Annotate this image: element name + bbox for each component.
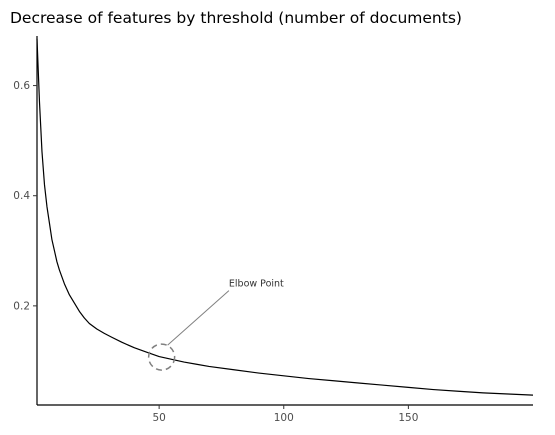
annotations: Elbow Point: [147, 279, 284, 371]
elbow-marker: [147, 343, 176, 371]
axes: 0.2 0.4 0.6 50 100 150: [13, 36, 533, 424]
x-tick-label: 150: [398, 412, 418, 424]
x-tick-label: 50: [152, 412, 165, 424]
series-line: [36, 38, 534, 396]
annotation-arrow: [167, 290, 230, 346]
series-group: [36, 38, 534, 396]
x-tick-label: 100: [274, 412, 294, 424]
chart-title: Decrease of features by threshold (numbe…: [10, 9, 462, 27]
y-tick-label: 0.2: [13, 300, 30, 312]
y-tick-label: 0.4: [13, 190, 30, 202]
y-tick-label: 0.6: [13, 80, 30, 92]
annotation-label: Elbow Point: [229, 279, 284, 290]
